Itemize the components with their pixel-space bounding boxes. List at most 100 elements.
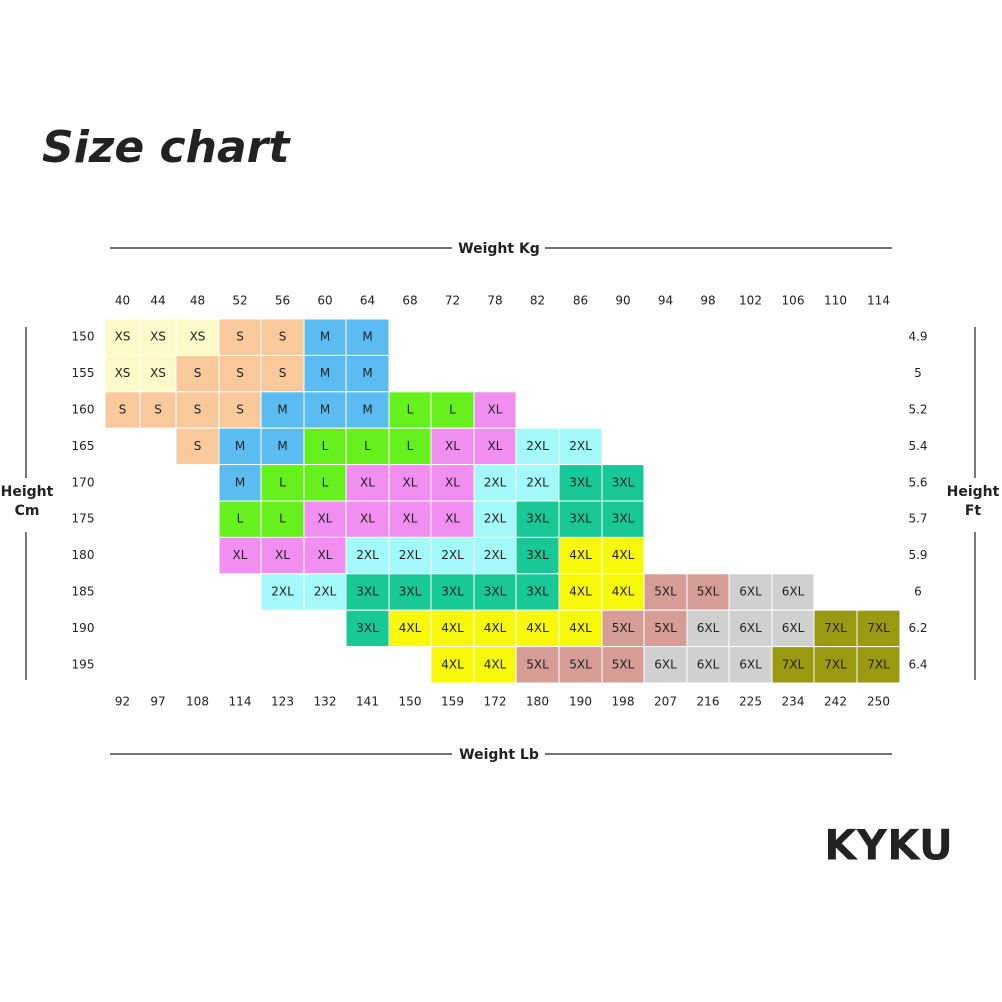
size-label: XL bbox=[488, 403, 503, 417]
ft-label: 5.2 bbox=[908, 403, 927, 417]
size-label: 2XL bbox=[484, 548, 507, 562]
size-cell bbox=[303, 536, 347, 575]
size-label: M bbox=[362, 366, 372, 380]
size-label: XS bbox=[115, 330, 131, 344]
size-label: 5XL bbox=[569, 657, 592, 671]
kg-label: 94 bbox=[658, 294, 673, 308]
ft-label: 6 bbox=[914, 585, 922, 599]
size-label: 4XL bbox=[526, 621, 549, 635]
size-cell bbox=[218, 391, 262, 429]
height-ft-label: Height bbox=[947, 484, 1000, 500]
size-label: M bbox=[277, 403, 287, 417]
ft-label: 5.7 bbox=[908, 512, 927, 526]
size-label: 3XL bbox=[526, 585, 549, 599]
size-label: L bbox=[449, 403, 456, 417]
kg-label: 86 bbox=[573, 294, 588, 308]
lb-label: 108 bbox=[186, 695, 209, 709]
size-label: 2XL bbox=[526, 475, 549, 489]
size-label: 4XL bbox=[612, 548, 635, 562]
size-label: M bbox=[320, 366, 330, 380]
size-label: 6XL bbox=[654, 657, 677, 671]
size-label: 6XL bbox=[697, 657, 720, 671]
size-cell bbox=[473, 500, 517, 538]
cm-label: 160 bbox=[72, 403, 95, 417]
kg-label: 110 bbox=[824, 294, 847, 308]
size-cell bbox=[558, 427, 603, 466]
size-cell bbox=[430, 464, 475, 502]
size-label: 3XL bbox=[441, 585, 464, 599]
size-label: S bbox=[194, 439, 202, 453]
size-label: 2XL bbox=[399, 548, 422, 562]
title: Size chart bbox=[42, 122, 291, 173]
size-cell bbox=[345, 354, 390, 393]
size-label: 5XL bbox=[654, 621, 677, 635]
size-cell bbox=[218, 354, 262, 393]
lb-label: 207 bbox=[654, 695, 677, 709]
size-cell bbox=[686, 573, 730, 611]
ft-label: 5.4 bbox=[908, 439, 927, 453]
size-label: 3XL bbox=[526, 548, 549, 562]
size-label: 4XL bbox=[484, 657, 507, 671]
size-label: 7XL bbox=[867, 621, 890, 635]
size-label: M bbox=[320, 330, 330, 344]
kg-label: 106 bbox=[782, 294, 805, 308]
kg-label: 114 bbox=[867, 294, 890, 308]
size-label: 6XL bbox=[782, 621, 805, 635]
lb-label: 216 bbox=[697, 695, 720, 709]
size-cell bbox=[601, 609, 645, 648]
size-cell bbox=[515, 573, 560, 611]
size-cell bbox=[601, 500, 645, 538]
size-cell bbox=[345, 536, 390, 575]
size-label: M bbox=[320, 403, 330, 417]
size-cell bbox=[345, 318, 390, 356]
size-label: 3XL bbox=[569, 475, 592, 489]
size-cell bbox=[643, 573, 688, 611]
size-label: 4XL bbox=[484, 621, 507, 635]
size-cell bbox=[813, 646, 858, 684]
size-label: 2XL bbox=[271, 585, 294, 599]
size-cell bbox=[218, 500, 262, 538]
size-cell bbox=[430, 609, 475, 648]
kg-label: 72 bbox=[445, 294, 460, 308]
size-label: 6XL bbox=[782, 585, 805, 599]
size-label: 3XL bbox=[612, 512, 635, 526]
size-label: 4XL bbox=[441, 621, 464, 635]
cm-label: 165 bbox=[72, 439, 95, 453]
size-cell bbox=[430, 646, 475, 684]
size-label: 2XL bbox=[569, 439, 592, 453]
size-label: S bbox=[236, 403, 244, 417]
kg-label: 82 bbox=[530, 294, 545, 308]
size-label: 4XL bbox=[569, 585, 592, 599]
size-label: L bbox=[279, 512, 286, 526]
size-label: XL bbox=[318, 512, 333, 526]
size-label: 7XL bbox=[824, 657, 847, 671]
size-label: 4XL bbox=[569, 548, 592, 562]
size-cell bbox=[515, 609, 560, 648]
size-cell bbox=[430, 391, 475, 429]
cm-label: 190 bbox=[72, 621, 95, 635]
size-label: 6XL bbox=[739, 621, 762, 635]
lb-label: 198 bbox=[612, 695, 635, 709]
ft-label: 5.6 bbox=[908, 475, 927, 489]
kg-label: 52 bbox=[232, 294, 247, 308]
size-label: 5XL bbox=[612, 657, 635, 671]
size-label: XS bbox=[150, 366, 166, 380]
cm-label: 180 bbox=[72, 548, 95, 562]
size-cell bbox=[558, 500, 603, 538]
size-label: 2XL bbox=[484, 475, 507, 489]
weight-kg-label: Weight Kg bbox=[458, 241, 540, 257]
size-cell bbox=[104, 318, 141, 356]
size-label: 7XL bbox=[824, 621, 847, 635]
size-cell bbox=[515, 536, 560, 575]
kg-label: 48 bbox=[190, 294, 205, 308]
size-cell bbox=[260, 500, 305, 538]
size-label: M bbox=[277, 439, 287, 453]
size-label: L bbox=[279, 475, 286, 489]
kg-label: 64 bbox=[360, 294, 375, 308]
size-label: 6XL bbox=[739, 657, 762, 671]
kg-label: 98 bbox=[700, 294, 715, 308]
size-label: 4XL bbox=[612, 585, 635, 599]
height-ft-label: Ft bbox=[965, 503, 982, 519]
size-cell bbox=[728, 609, 773, 648]
size-cell bbox=[856, 646, 901, 684]
